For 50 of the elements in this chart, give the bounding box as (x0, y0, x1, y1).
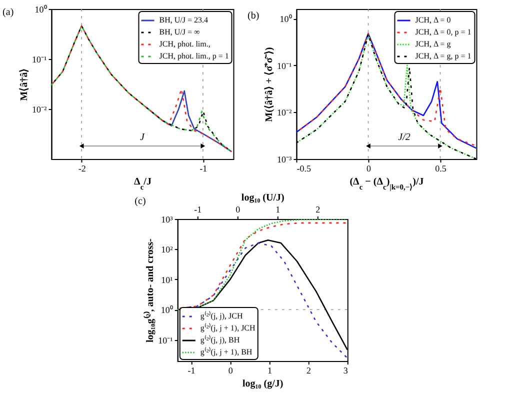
x-tick-label: -2 (78, 164, 86, 174)
y-tick-label: 10¹ (161, 274, 174, 285)
x-axis-title: (Δ$_{c}$ − (Δ$_{c}$)$_{|k=0,−⟩}$)/J (350, 176, 424, 191)
x-tick-label: 3 (343, 366, 348, 376)
x-tick-label: -0.5 (296, 164, 312, 174)
x-tick-label: 0 (366, 164, 372, 174)
x-tick-label: -1 (200, 164, 208, 174)
legend-label: JCH, Δ = 0, p = 1 (415, 28, 472, 36)
y-tick-label: 10⁻¹ (158, 335, 174, 346)
legend-label: JCH, Δ = 0 (415, 16, 451, 24)
x-tick-label: 2 (306, 366, 312, 376)
y-axis-title: log₁₀g⁽²⁾, auto- and cross- (143, 238, 156, 342)
y-axis-title: M(⟨â†â⟩ + ⟨σ̂⁺σ̂⁻⟩) (264, 47, 276, 122)
x-tick-label: 0 (228, 366, 234, 376)
y-tick-label: 10⁻² (277, 108, 292, 118)
x2-tick-label: 1 (276, 204, 280, 214)
chart-title: (c) (134, 196, 146, 207)
legend-label: g⁽²⁾(j, j + 1), BH (200, 346, 252, 356)
y-tick-label: 10⁻¹ (277, 60, 292, 71)
chart-title: (a) (2, 7, 14, 18)
y-tick-label: 10³ (161, 214, 174, 224)
y-tick-label: 10⁰ (160, 305, 173, 316)
legend-label: g⁽²⁾(j, j), BH (200, 334, 240, 344)
x-axis-title: log₁₀ (g/J) (242, 378, 284, 390)
x-tick-label: -1 (188, 366, 196, 376)
y-tick-label: 10⁻¹ (32, 54, 48, 64)
x2-tick-label: -1 (194, 204, 202, 214)
legend-label: JCH, phot. lim., (159, 40, 210, 48)
y-axis-title: M⟨â†â⟩ (19, 68, 30, 101)
legend-label: JCH, Δ = g, p = 1 (415, 52, 472, 60)
y-tick-label: 10⁰ (34, 4, 47, 14)
x-tick-label: 0.5 (435, 164, 447, 174)
legend-label: JCH, phot. lim., p = 1 (159, 52, 229, 60)
annotation: J (140, 132, 146, 143)
legend-label: g⁽²⁾(j, j + 1), JCH (200, 322, 256, 332)
chart-title: (b) (248, 10, 260, 22)
y-tick-label: 10⁰ (280, 14, 292, 24)
x-tick-label: 1 (267, 366, 272, 376)
legend-label: BH, U/J = 23.4 (159, 16, 208, 24)
x2-axis-title: log₁₀ (U/J) (241, 192, 284, 204)
legend-label: JCH, Δ = g (415, 40, 451, 48)
x2-tick-label: 0 (236, 204, 241, 214)
legend-label: BH, U/J = ∞ (159, 28, 200, 36)
annotation: J/2 (398, 132, 410, 143)
y-tick-label: 10⁻³ (277, 154, 292, 164)
x2-tick-label: 2 (316, 204, 320, 214)
y-tick-label: 10² (161, 244, 174, 255)
x-axis-title: Δ$_{c}$/J (134, 176, 152, 191)
legend-label: g⁽²⁾(j, j), JCH (200, 310, 243, 320)
y-tick-label: 10⁻² (32, 104, 48, 114)
